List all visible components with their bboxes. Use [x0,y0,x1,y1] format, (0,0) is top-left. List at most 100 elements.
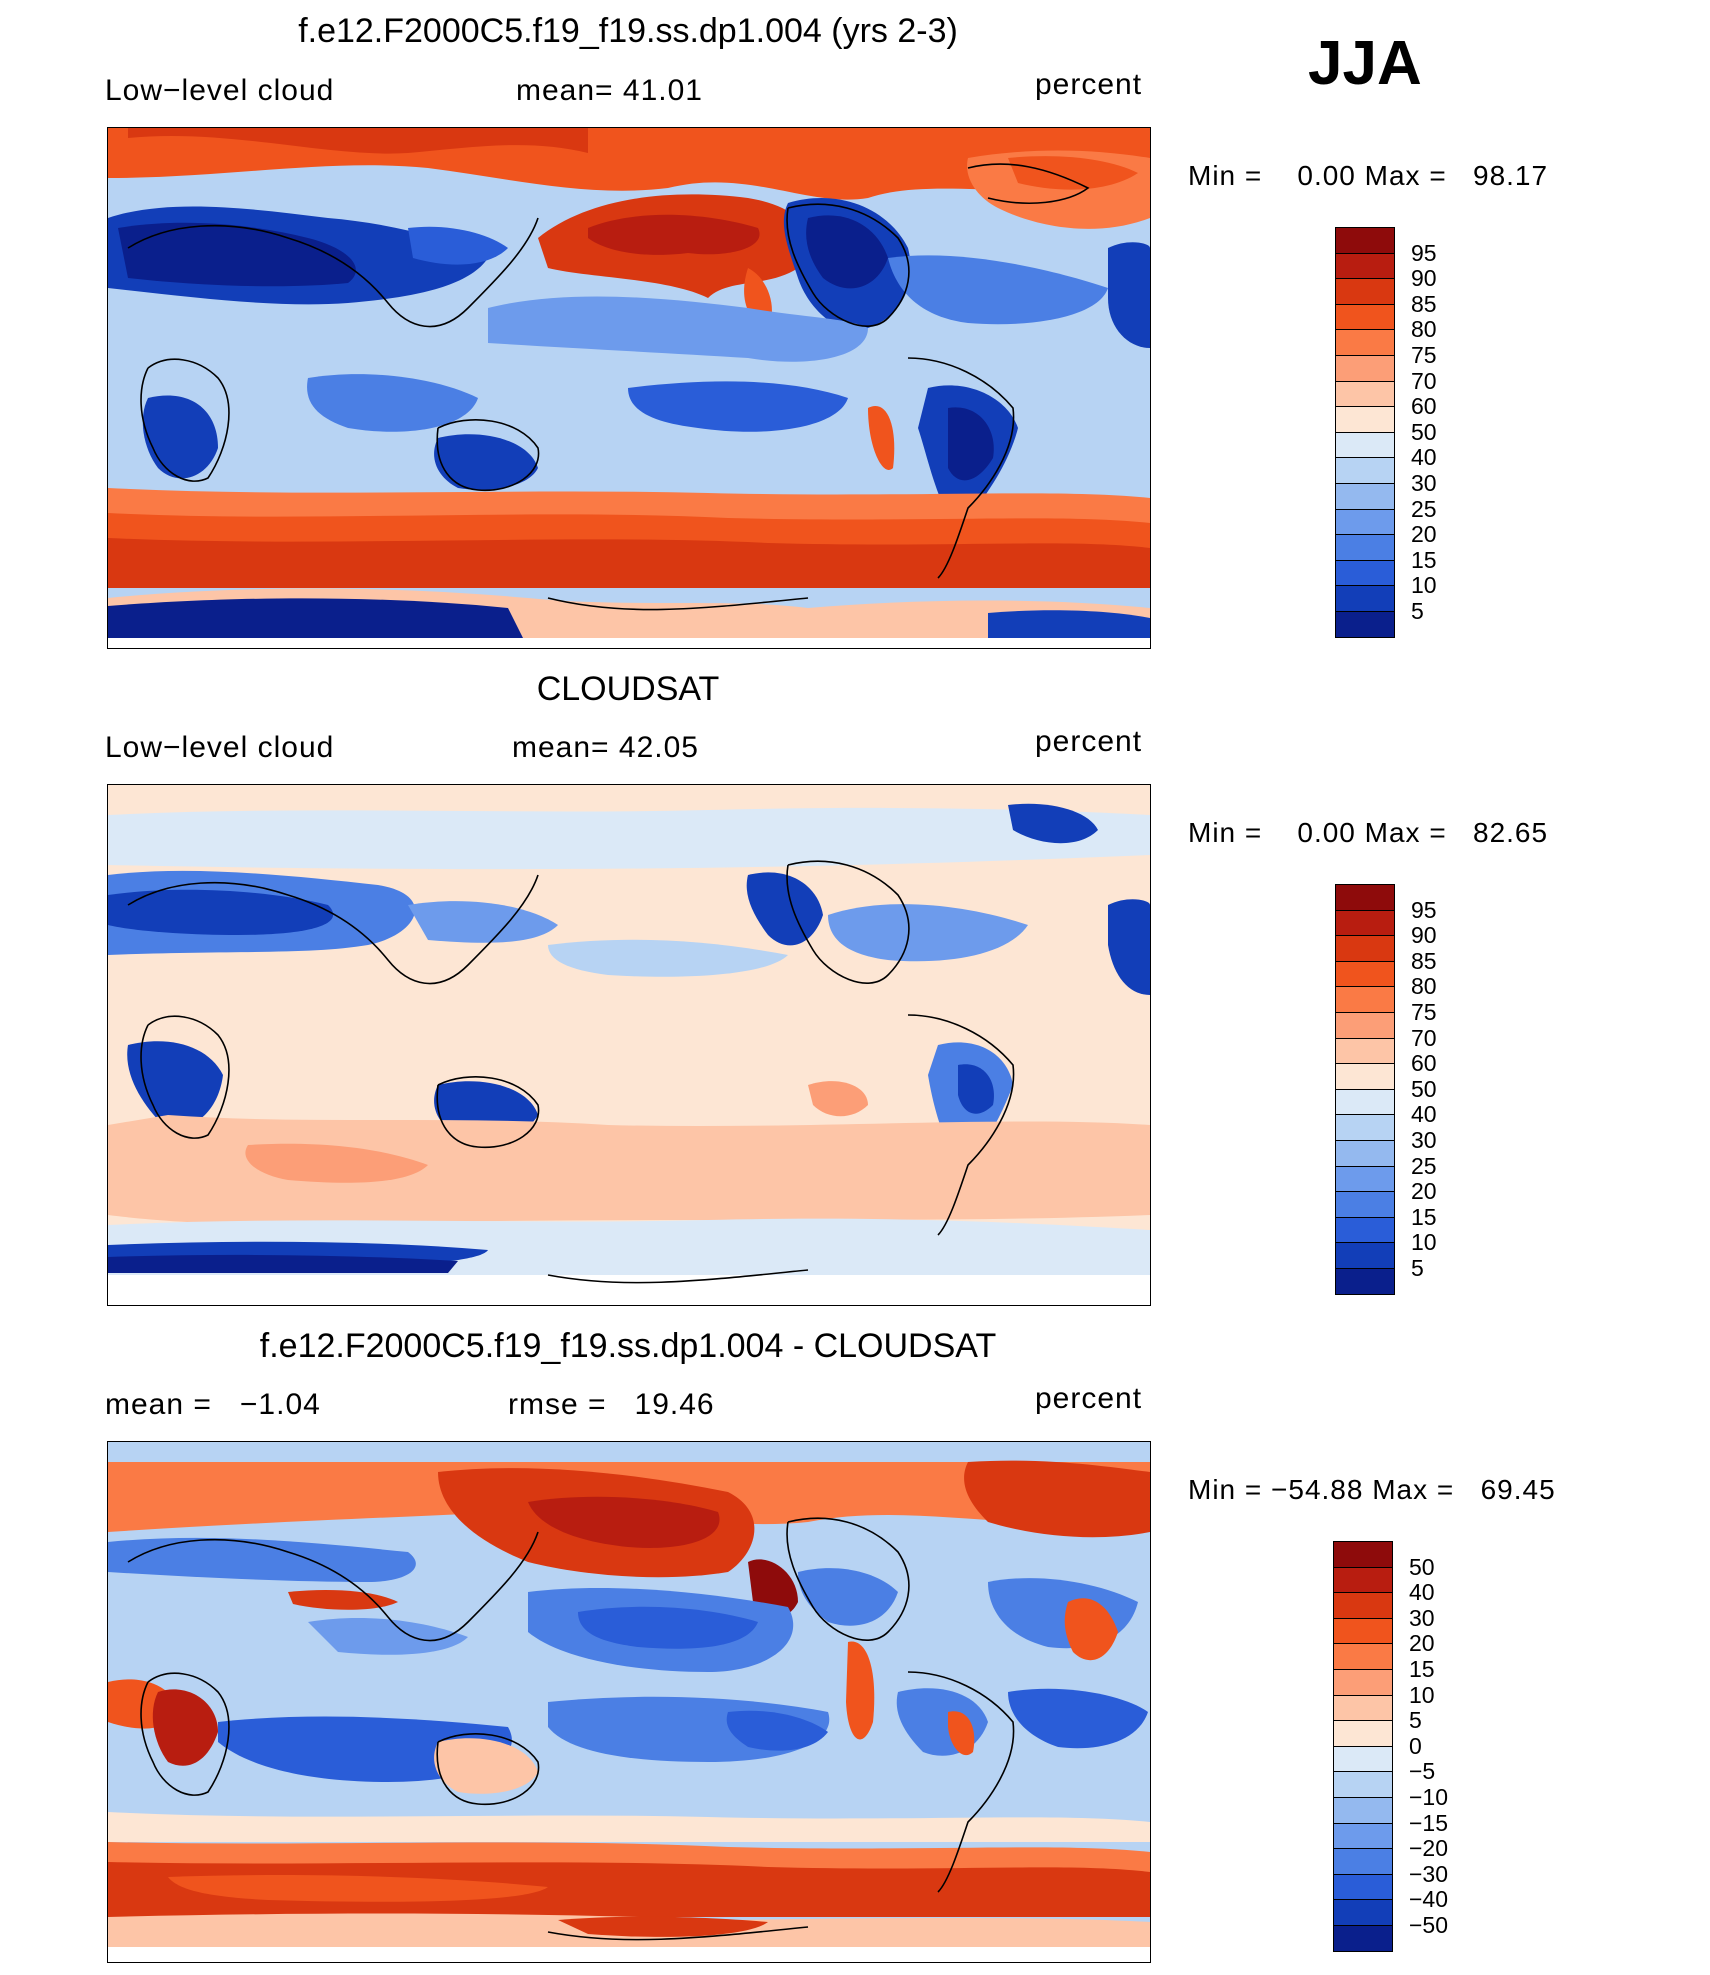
colorbar-tick-label: 10 [1411,1229,1437,1256]
colorbar-tick-label: 5 [1409,1707,1422,1734]
colorbar-tick-label: 95 [1411,896,1437,923]
colorbar-swatch [1335,483,1395,510]
colorbar-swatch [1333,1797,1393,1824]
colorbar-swatch [1335,406,1395,433]
colorbar-swatch [1335,611,1395,638]
colorbar-tick-label: 20 [1409,1630,1435,1657]
colorbar-swatch [1335,508,1395,536]
colorbar-swatch [1335,457,1395,484]
colorbar-swatch [1333,1720,1393,1747]
colorbar-swatch [1335,329,1395,356]
colorbar-swatch [1335,884,1395,911]
colorbar-swatch [1335,1165,1395,1193]
colorbar-swatch [1335,1114,1395,1141]
colorbar-swatch [1333,1771,1393,1798]
colorbar-swatch [1335,585,1395,612]
colorbar-tick-label: 15 [1411,1203,1437,1230]
panel-2-mean-label: mean= 42.05 [512,731,699,764]
colorbar-tick-label: 50 [1409,1553,1435,1580]
colorbar-swatch [1333,1566,1393,1594]
panel-3-field-plot [108,1442,1150,1962]
colorbar-swatch [1335,1242,1395,1269]
colorbar-swatch [1333,1822,1393,1850]
panel-2-title: CLOUDSAT [536,670,720,708]
colorbar-swatch [1335,1037,1395,1065]
colorbar-tick-label: −15 [1409,1809,1449,1836]
colorbar-tick-label: 85 [1411,290,1437,317]
colorbar-swatch [1335,960,1395,988]
colorbar-tick-label: −30 [1409,1860,1449,1887]
colorbar-swatch [1335,303,1395,331]
colorbar-tick-label: −20 [1409,1835,1449,1862]
colorbar-tick-label: −40 [1409,1886,1449,1913]
panel-1-map [107,127,1151,649]
colorbar-tick-label: 50 [1411,1075,1437,1102]
colorbar-tick-label: 40 [1411,444,1437,471]
panel-3-title: f.e12.F2000C5.f19_f19.ss.dp1.004 - CLOUD… [259,1327,997,1365]
panel-1-field-label: Low−level cloud [105,74,335,107]
colorbar-swatch [1335,431,1395,459]
colorbar-tick-label: 0 [1409,1732,1422,1759]
colorbar-tick-label: 60 [1411,1050,1437,1077]
panel-2-field-plot [108,785,1150,1305]
colorbar-tick-label: 20 [1411,521,1437,548]
colorbar-tick-label: 60 [1411,393,1437,420]
colorbar-tick-label: 30 [1411,470,1437,496]
colorbar-swatch [1333,1848,1393,1875]
panel-1-mean-label: mean= 41.01 [516,74,703,107]
colorbar-swatch [1335,1012,1395,1039]
colorbar-tick-label: 40 [1411,1101,1437,1128]
colorbar-swatch [1335,935,1395,962]
colorbar-tick-label: 80 [1411,973,1437,1000]
colorbar-swatch [1335,1088,1395,1116]
panel-1-minmax: Min = 0.00 Max = 98.17 [1188,160,1549,191]
colorbar-tick-label: 80 [1411,316,1437,343]
colorbar-swatch [1335,355,1395,382]
colorbar-tick-label: 15 [1411,546,1437,573]
colorbar-swatch [1333,1643,1393,1670]
panel-2-map [107,784,1151,1306]
panel-3-mean-label: mean = −1.04 [105,1388,321,1421]
colorbar-swatch [1335,534,1395,561]
colorbar-tick-label: 5 [1411,1255,1424,1281]
colorbar-swatch [1335,1216,1395,1244]
colorbar-tick-label: 10 [1409,1681,1435,1708]
colorbar-swatch [1335,278,1395,305]
colorbar-swatch [1335,1191,1395,1218]
colorbar-swatch [1333,1899,1393,1926]
colorbar-tick-label: −10 [1409,1784,1449,1810]
colorbar-tick-label: 85 [1411,947,1437,974]
colorbar-swatch [1335,380,1395,408]
panel-1-title: f.e12.F2000C5.f19_f19.ss.dp1.004 (yrs 2-… [298,12,958,50]
panel-1-units-label: percent [1035,68,1143,101]
colorbar-swatch [1333,1694,1393,1722]
colorbar-swatch [1335,909,1395,937]
colorbar-swatch [1335,1268,1395,1295]
colorbar-tick-label: 25 [1411,495,1437,522]
colorbar-swatch [1335,227,1395,254]
panel-3-map [107,1441,1151,1963]
colorbar-tick-label: 70 [1411,367,1437,394]
colorbar-swatch [1333,1541,1393,1568]
panel-3-minmax: Min = −54.88 Max = 69.45 [1188,1474,1556,1505]
season-label: JJA [1308,29,1422,98]
colorbar-tick-label: −5 [1409,1758,1436,1785]
panel-3-rmse-label: rmse = 19.46 [508,1388,715,1421]
colorbar-swatch [1335,1063,1395,1090]
colorbar-tick-label: 25 [1411,1152,1437,1179]
colorbar-tick-label: 90 [1411,265,1437,292]
colorbar-tick-label: 75 [1411,999,1437,1025]
colorbar-swatch [1335,986,1395,1013]
colorbar-tick-label: 5 [1411,598,1424,624]
colorbar-tick-label: 40 [1409,1579,1435,1606]
colorbar-swatch [1335,252,1395,280]
colorbar-tick-label: 95 [1411,239,1437,266]
colorbar-swatch [1333,1745,1393,1773]
colorbar-tick-label: 20 [1411,1178,1437,1205]
panel-2-field-label: Low−level cloud [105,731,335,764]
colorbar-tick-label: 30 [1411,1127,1437,1153]
colorbar-tick-label: 50 [1411,418,1437,445]
panel-2-units-label: percent [1035,725,1143,758]
panel-1-field-plot [108,128,1150,648]
colorbar-swatch [1333,1592,1393,1619]
